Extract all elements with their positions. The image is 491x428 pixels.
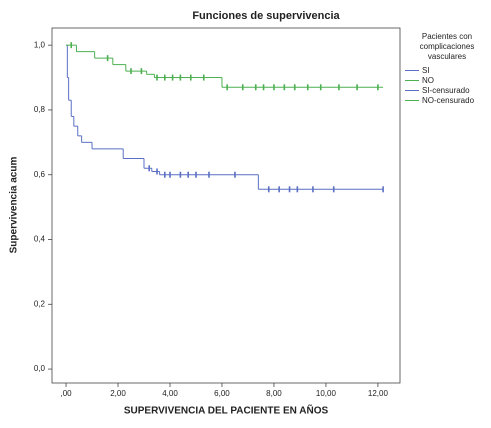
y-tick-label: 0,6 (34, 170, 46, 179)
x-tick-label: 10,00 (316, 389, 337, 398)
x-tick-label: 6,00 (214, 389, 230, 398)
legend-label: SI-censurado (422, 85, 470, 95)
legend-swatch (405, 79, 419, 81)
legend-swatch (405, 69, 419, 71)
legend-swatch (405, 89, 419, 91)
legend-title: Pacientes con complicaciones vasculares (419, 32, 475, 61)
y-tick-label: 1,0 (34, 40, 46, 49)
chart-title: Funciones de supervivencia (192, 10, 340, 22)
legend-entry: SI-censurado (405, 85, 489, 95)
legend-swatch (405, 99, 419, 101)
legend-entry: SI (405, 65, 489, 75)
x-tick-label: 2,00 (110, 389, 126, 398)
x-tick-label: 8,00 (266, 389, 282, 398)
legend-entry: NO-censurado (405, 95, 489, 105)
legend-entry: NO (405, 75, 489, 85)
y-tick-label: 0,2 (34, 299, 46, 308)
legend: Pacientes con complicaciones vasculares … (405, 32, 489, 105)
x-tick-label: 4,00 (162, 389, 178, 398)
plot-frame (51, 27, 401, 384)
y-tick-label: 0,8 (34, 105, 46, 114)
y-tick-label: 0,0 (34, 364, 46, 373)
legend-label: NO (422, 75, 434, 85)
legend-label: SI (422, 65, 430, 75)
x-tick-label: 12,00 (368, 389, 389, 398)
x-axis-label: SUPERVIVENCIA DEL PACIENTE EN AÑOS (124, 404, 329, 417)
x-tick-label: ,00 (60, 389, 72, 398)
y-axis-label: Supervivencia acum (9, 157, 20, 254)
legend-label: NO-censurado (422, 95, 475, 105)
y-tick-label: 0,4 (34, 235, 46, 244)
